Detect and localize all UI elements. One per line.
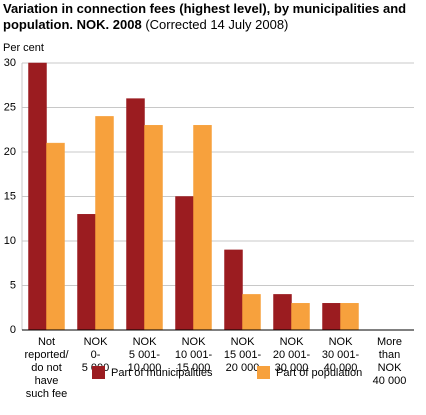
bar (224, 249, 243, 331)
legend-swatch (92, 366, 105, 379)
y-tick-label: 10 (4, 235, 16, 247)
x-tick-label: NOK (182, 336, 207, 348)
x-tick-label: 20 001- (273, 349, 311, 361)
bar (126, 98, 145, 331)
x-tick-label: 5 001- (129, 349, 161, 361)
legend-label: Part of municipalities (111, 367, 213, 379)
x-tick-label: do not (31, 362, 62, 374)
x-tick-label: 15 001- (224, 349, 262, 361)
x-tick-label: reported/ (24, 349, 69, 361)
x-tick-label: 10 000 (128, 362, 162, 374)
x-tick-label: NOK (84, 336, 109, 348)
bar (175, 196, 194, 331)
x-tick-label: NOK (133, 336, 158, 348)
x-tick-label: than (379, 349, 400, 361)
legend-label: Part of population (276, 367, 362, 379)
x-tick-label: 0- (91, 349, 101, 361)
bar (28, 62, 47, 331)
bar (144, 125, 163, 331)
bar (95, 116, 114, 331)
x-tick-label: 10 001- (175, 349, 213, 361)
y-tick-label: 15 (4, 190, 16, 202)
y-axis-label: Per cent (3, 42, 44, 54)
x-tick-label: 40 000 (373, 375, 407, 387)
legend-swatch (257, 366, 270, 379)
y-tick-label: 5 (10, 279, 16, 291)
x-tick-label: 30 001- (322, 349, 360, 361)
x-tick-label: 20 000 (226, 362, 260, 374)
title-block: Variation in connection fees (highest le… (3, 1, 423, 33)
y-tick-label: 30 (4, 57, 16, 69)
x-tick-label: 40 000 (324, 362, 358, 374)
x-tick-label: 30 000 (275, 362, 309, 374)
x-tick-label: such fee (26, 388, 68, 400)
bar (322, 303, 341, 331)
x-tick-label: 15 000 (177, 362, 211, 374)
x-tick-label: More (377, 336, 402, 348)
x-tick-label: NOK (231, 336, 256, 348)
bar (273, 294, 292, 331)
bar (46, 142, 65, 331)
chart-subtitle: (Corrected 14 July 2008) (145, 17, 289, 32)
bar (291, 303, 310, 331)
x-tick-label: NOK (329, 336, 354, 348)
chart-title: Variation in connection fees (highest le… (3, 1, 407, 32)
y-tick-label: 20 (4, 146, 16, 158)
y-tick-label: 0 (10, 324, 16, 336)
x-tick-label: NOK (378, 362, 403, 374)
x-tick-label: have (35, 375, 59, 387)
y-tick-label: 25 (4, 101, 16, 113)
x-tick-label: Not (38, 336, 55, 348)
bar (340, 303, 359, 331)
bar (77, 214, 96, 331)
bar (242, 294, 261, 331)
x-tick-label: NOK (280, 336, 305, 348)
bar (193, 125, 212, 331)
